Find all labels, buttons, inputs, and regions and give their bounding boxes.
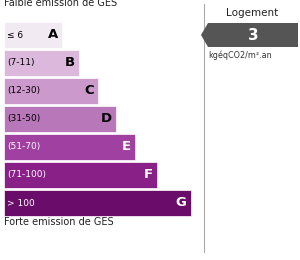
Text: B: B: [64, 56, 74, 69]
Text: A: A: [48, 29, 58, 42]
Text: (7-11): (7-11): [7, 58, 34, 68]
Polygon shape: [201, 23, 298, 47]
Bar: [4, 134, 135, 160]
Bar: [4, 78, 98, 104]
Bar: [4, 106, 116, 132]
Bar: [4, 162, 157, 188]
Text: F: F: [144, 168, 153, 181]
Bar: [4, 190, 191, 216]
Text: (51-70): (51-70): [7, 142, 40, 152]
Bar: [4, 22, 62, 48]
Text: kgéqCO2/m².an: kgéqCO2/m².an: [208, 51, 272, 61]
Text: > 100: > 100: [7, 198, 35, 207]
Text: (71-100): (71-100): [7, 171, 46, 179]
Text: (12-30): (12-30): [7, 87, 40, 95]
Text: D: D: [101, 113, 112, 126]
Bar: [4, 50, 79, 76]
Text: Faible emission de GES: Faible emission de GES: [4, 0, 117, 8]
Text: Forte emission de GES: Forte emission de GES: [4, 217, 114, 227]
Text: (31-50): (31-50): [7, 114, 40, 124]
Text: C: C: [84, 84, 94, 98]
Text: E: E: [122, 140, 130, 153]
Text: ≤ 6: ≤ 6: [7, 30, 23, 40]
Text: G: G: [176, 197, 187, 210]
Text: 3: 3: [248, 28, 258, 42]
Text: Logement: Logement: [226, 8, 278, 18]
